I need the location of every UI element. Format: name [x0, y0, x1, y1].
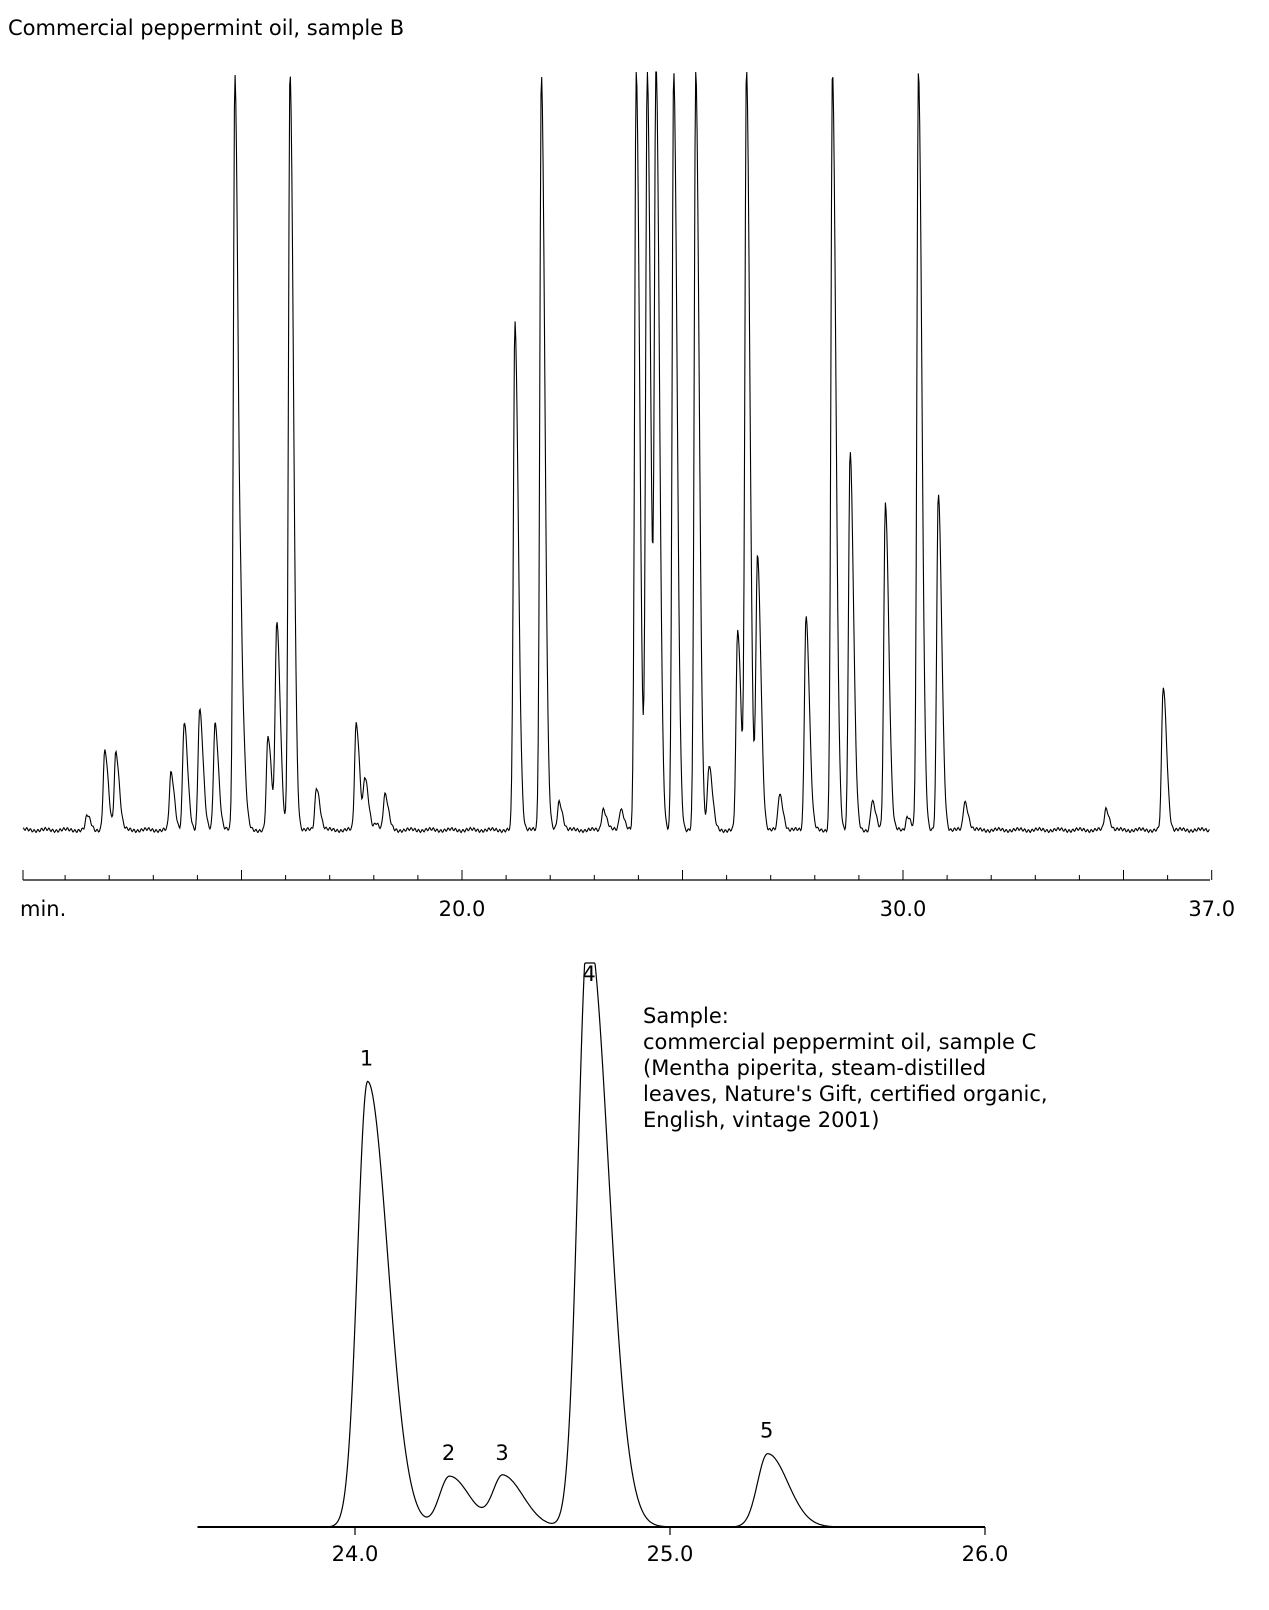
peak-label: 3 — [495, 1441, 508, 1465]
chromatogram-sample-c: 24.0 25.0 26.0 1 2 3 4 5 — [197, 962, 1009, 1566]
x-tick-label: 26.0 — [962, 1542, 1009, 1566]
annotation-line: Sample: — [643, 1004, 729, 1028]
annotation-line: (Mentha piperita, steam-distilled — [643, 1056, 987, 1080]
x-axis-label: min. — [20, 897, 66, 921]
chart-title-top: Commercial peppermint oil, sample B — [8, 16, 405, 40]
annotation-line: commercial peppermint oil, sample C — [643, 1030, 1037, 1054]
x-tick-label: 24.0 — [332, 1542, 379, 1566]
peak-label: 2 — [442, 1441, 455, 1465]
x-tick-label: 37.0 — [1188, 897, 1235, 921]
chromatogram-sample-b: min. 20.0 30.0 37.0 — [20, 71, 1235, 921]
peak-label: 4 — [582, 962, 595, 986]
peak-label: 5 — [760, 1419, 773, 1443]
x-tick-label: 25.0 — [647, 1542, 694, 1566]
sample-annotation: Sample: commercial peppermint oil, sampl… — [643, 1003, 1048, 1133]
peak-label: 1 — [360, 1046, 373, 1070]
annotation-line: English, vintage 2001) — [643, 1108, 880, 1132]
annotation-line: leaves, Nature's Gift, certified organic… — [643, 1082, 1048, 1106]
trace-sample-b — [22, 71, 1210, 834]
x-tick-label: 30.0 — [880, 897, 927, 921]
x-tick-label: 20.0 — [439, 897, 486, 921]
